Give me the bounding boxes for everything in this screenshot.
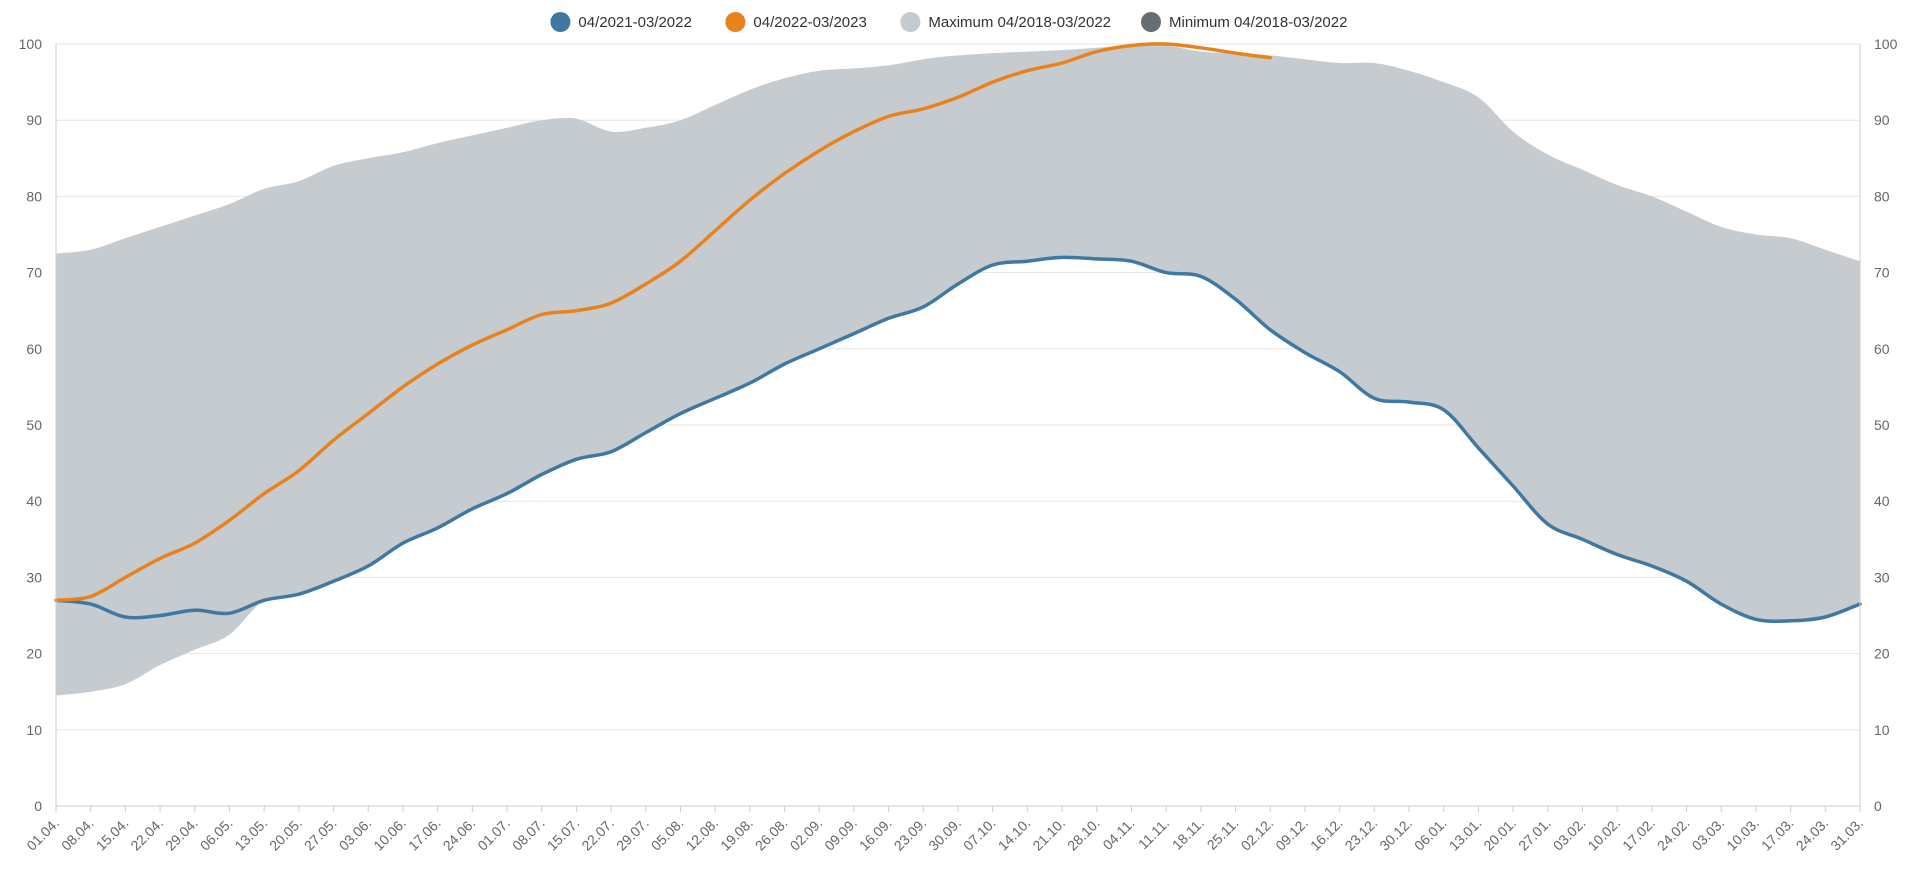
legend-label: 04/2021-03/2022 — [578, 14, 691, 31]
y-tick-label-left: 0 — [34, 798, 42, 814]
legend-item-series-2[interactable]: 04/2022-03/2023 — [725, 12, 867, 32]
y-tick-label-left: 60 — [26, 341, 42, 357]
y-tick-label-left: 90 — [26, 112, 42, 128]
legend-swatch — [1141, 12, 1161, 32]
x-tick-label: 06.01. — [1411, 815, 1450, 854]
x-tick-label: 27.01. — [1515, 815, 1554, 854]
x-tick-label: 02.09. — [787, 815, 826, 854]
x-tick-label: 07.10. — [960, 815, 999, 854]
y-tick-label-right: 80 — [1874, 188, 1890, 204]
y-tick-label-left: 10 — [26, 722, 42, 738]
x-tick-label: 27.05. — [301, 815, 340, 854]
x-tick-label: 16.12. — [1307, 815, 1346, 854]
x-tick-label: 13.05. — [231, 815, 270, 854]
x-tick-label: 21.10. — [1029, 815, 1068, 854]
x-tick-label: 19.08. — [717, 815, 756, 854]
legend-label: Maximum 04/2018-03/2022 — [928, 14, 1111, 31]
y-tick-label-right: 100 — [1874, 36, 1898, 52]
y-tick-label-left: 50 — [26, 417, 42, 433]
legend-item-minimum[interactable]: Minimum 04/2018-03/2022 — [1141, 12, 1347, 32]
y-tick-label-left: 100 — [19, 36, 43, 52]
x-tick-label: 01.07. — [474, 815, 513, 854]
y-tick-label-right: 0 — [1874, 798, 1882, 814]
legend: 04/2021-03/2022 04/2022-03/2023 Maximum 04… — [550, 12, 1347, 32]
x-tick-label: 24.06. — [440, 815, 479, 854]
band-layer — [56, 44, 1860, 696]
x-tick-label: 16.09. — [856, 815, 895, 854]
x-tick-label: 13.01. — [1446, 815, 1485, 854]
x-tick-label: 29.07. — [613, 815, 652, 854]
x-tick-label: 22.04. — [127, 815, 166, 854]
y-tick-label-right: 10 — [1874, 722, 1890, 738]
legend-swatch — [550, 12, 571, 32]
x-tick-label: 10.02. — [1584, 815, 1623, 854]
x-tick-label: 31.03. — [1827, 815, 1866, 854]
x-tick-label: 15.07. — [544, 815, 583, 854]
x-tick-label: 17.02. — [1619, 815, 1658, 854]
x-tick-label: 14.10. — [995, 815, 1034, 854]
y-tick-label-right: 40 — [1874, 493, 1890, 509]
legend-swatch — [900, 12, 921, 32]
x-tick-label: 24.03. — [1793, 815, 1832, 854]
x-tick-label: 06.05. — [197, 815, 236, 854]
x-tick-label: 23.09. — [891, 815, 930, 854]
y-tick-label-right: 30 — [1874, 569, 1890, 585]
x-tick-label: 17.06. — [405, 815, 444, 854]
x-tick-label: 10.03. — [1723, 815, 1762, 854]
x-tick-label: 30.12. — [1376, 815, 1415, 854]
x-tick-label: 26.08. — [752, 815, 791, 854]
legend-item-maximum[interactable]: Maximum 04/2018-03/2022 — [900, 12, 1111, 32]
x-tick-label: 11.11. — [1135, 815, 1172, 852]
x-tick-label: 01.04. — [23, 815, 62, 854]
x-tick-label: 29.04. — [162, 815, 201, 854]
legend-label: Minimum 04/2018-03/2022 — [1169, 14, 1347, 31]
series-layer — [54, 42, 1862, 623]
x-tick-label: 20.05. — [266, 815, 305, 854]
x-tick-label: 03.02. — [1550, 815, 1589, 854]
y-tick-label-left: 80 — [26, 188, 42, 204]
y-tick-label-left: 20 — [26, 646, 42, 662]
x-tick-label: 08.07. — [509, 815, 548, 854]
range-band — [56, 44, 1860, 696]
x-tick-label: 17.03. — [1758, 815, 1797, 854]
legend-swatch — [725, 12, 746, 32]
x-tick-label: 09.12. — [1272, 815, 1311, 854]
x-tick-label: 18.11. — [1169, 815, 1207, 853]
legend-label: 04/2022-03/2023 — [753, 14, 866, 31]
x-tick-label: 08.04. — [58, 815, 97, 854]
series-line-1 — [54, 255, 1862, 623]
x-tick-label: 03.06. — [336, 815, 375, 854]
y-tick-label-right: 70 — [1874, 265, 1890, 281]
y-tick-label-left: 30 — [26, 569, 42, 585]
y-tick-label-right: 20 — [1874, 646, 1890, 662]
x-tick-label: 09.09. — [821, 815, 860, 854]
y-tick-label-left: 70 — [26, 265, 42, 281]
x-tick-label: 02.12. — [1238, 815, 1277, 854]
y-tick-label-right: 60 — [1874, 341, 1890, 357]
x-tick-label: 25.11. — [1204, 815, 1242, 853]
x-tick-label: 05.08. — [648, 815, 687, 854]
x-tick-label: 10.06. — [370, 815, 409, 854]
y-tick-label-right: 50 — [1874, 417, 1890, 433]
x-tick-label: 15.04. — [93, 815, 132, 854]
y-tick-label-left: 40 — [26, 493, 42, 509]
x-tick-label: 23.12. — [1342, 815, 1381, 854]
x-tick-label: 24.02. — [1654, 815, 1693, 854]
x-tick-label: 12.08. — [682, 815, 721, 854]
x-tick-label: 20.01. — [1480, 815, 1519, 854]
x-tick-label: 22.07. — [578, 815, 617, 854]
series-line-2 — [54, 42, 1272, 603]
y-tick-label-right: 90 — [1874, 112, 1890, 128]
x-tick-label: 04.11. — [1099, 815, 1137, 853]
x-tick-label: 30.09. — [925, 815, 964, 854]
x-tick-label: 28.10. — [1064, 815, 1103, 854]
x-tick-label: 03.03. — [1689, 815, 1728, 854]
legend-item-series-1[interactable]: 04/2021-03/2022 — [550, 12, 692, 32]
